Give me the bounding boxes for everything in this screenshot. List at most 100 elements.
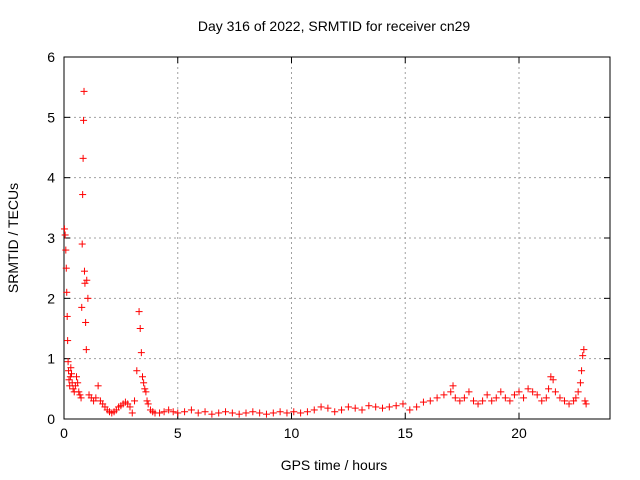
data-point	[580, 346, 588, 354]
data-point	[561, 397, 568, 405]
data-point	[75, 388, 83, 396]
data-point	[426, 397, 434, 405]
data-point	[497, 388, 505, 396]
data-point	[579, 352, 587, 360]
data-point	[256, 409, 264, 417]
data-point	[331, 408, 339, 416]
y-tick-label: 3	[47, 230, 55, 246]
data-point	[208, 410, 216, 418]
data-point	[84, 294, 92, 302]
data-point	[483, 391, 491, 399]
data-point	[399, 400, 407, 408]
data-point	[576, 379, 584, 387]
data-point	[542, 394, 550, 402]
data-point	[128, 409, 136, 417]
data-point	[76, 391, 84, 399]
data-point	[449, 382, 457, 390]
data-point	[79, 154, 87, 162]
data-point	[344, 403, 352, 411]
data-point	[194, 409, 202, 417]
x-axis-label: GPS time / hours	[281, 457, 388, 473]
data-point	[451, 394, 459, 402]
data-point	[379, 404, 386, 412]
data-point	[460, 394, 468, 402]
data-point	[143, 397, 151, 405]
data-point	[474, 400, 482, 408]
data-point	[269, 409, 277, 417]
data-point	[549, 376, 557, 384]
data-point	[156, 409, 164, 417]
data-point	[80, 87, 88, 95]
data-point	[181, 408, 189, 416]
data-point	[63, 312, 71, 320]
data-point	[187, 406, 195, 414]
data-point	[358, 406, 366, 414]
data-point	[92, 394, 100, 402]
data-point	[470, 397, 477, 405]
data-point	[545, 385, 553, 393]
data-point	[290, 408, 298, 416]
data-point	[419, 398, 427, 406]
data-point	[83, 276, 91, 284]
x-tick-label: 15	[397, 425, 413, 441]
data-point	[144, 400, 152, 408]
data-point	[135, 308, 143, 316]
data-point	[215, 409, 223, 417]
data-point	[138, 373, 146, 381]
y-tick-label: 0	[47, 411, 55, 427]
data-point	[73, 373, 81, 381]
data-point	[74, 379, 82, 387]
data-point	[433, 394, 441, 402]
data-point	[78, 303, 86, 311]
data-point	[61, 231, 69, 239]
data-point	[262, 410, 270, 418]
data-point	[235, 410, 243, 418]
data-point	[515, 388, 523, 396]
data-point	[66, 373, 74, 381]
data-point	[276, 408, 284, 416]
data-point	[160, 408, 168, 416]
data-point	[524, 385, 532, 393]
y-tick-label: 5	[47, 109, 55, 125]
data-point	[174, 409, 182, 417]
data-point	[67, 364, 75, 372]
y-axis-label: SRMTID / TECUs	[5, 183, 21, 293]
data-point	[126, 403, 134, 411]
axis-ticks: 0 5 10 15 20 0 1 2 3 4 5 6	[47, 49, 610, 441]
data-point	[62, 246, 70, 254]
data-point	[538, 397, 546, 405]
x-tick-label: 10	[284, 425, 300, 441]
data-point	[80, 267, 88, 275]
data-point	[574, 388, 582, 396]
data-point	[406, 406, 414, 414]
data-points	[60, 87, 590, 418]
y-tick-label: 2	[47, 290, 55, 306]
chart-title: Day 316 of 2022, SRMTID for receiver cn2…	[198, 18, 471, 34]
data-point	[351, 404, 359, 412]
data-point	[94, 382, 102, 390]
data-point	[581, 397, 589, 405]
data-point	[556, 394, 564, 402]
y-tick-label: 6	[47, 49, 55, 65]
data-point	[488, 397, 496, 405]
y-tick-label: 4	[47, 170, 55, 186]
y-tick-label: 1	[47, 351, 55, 367]
data-point	[456, 397, 464, 405]
data-point	[533, 391, 541, 399]
data-point	[447, 388, 455, 396]
data-point	[140, 379, 148, 387]
data-point	[582, 400, 590, 408]
data-point	[77, 394, 85, 402]
data-point	[578, 367, 586, 375]
data-point	[479, 397, 487, 405]
data-point	[169, 408, 177, 416]
data-point	[510, 391, 518, 399]
x-tick-label: 0	[60, 425, 68, 441]
data-point	[413, 403, 421, 411]
data-point	[440, 391, 448, 399]
data-point	[165, 406, 173, 414]
data-point	[310, 406, 318, 414]
data-point	[131, 397, 139, 405]
grid-lines	[64, 57, 610, 419]
